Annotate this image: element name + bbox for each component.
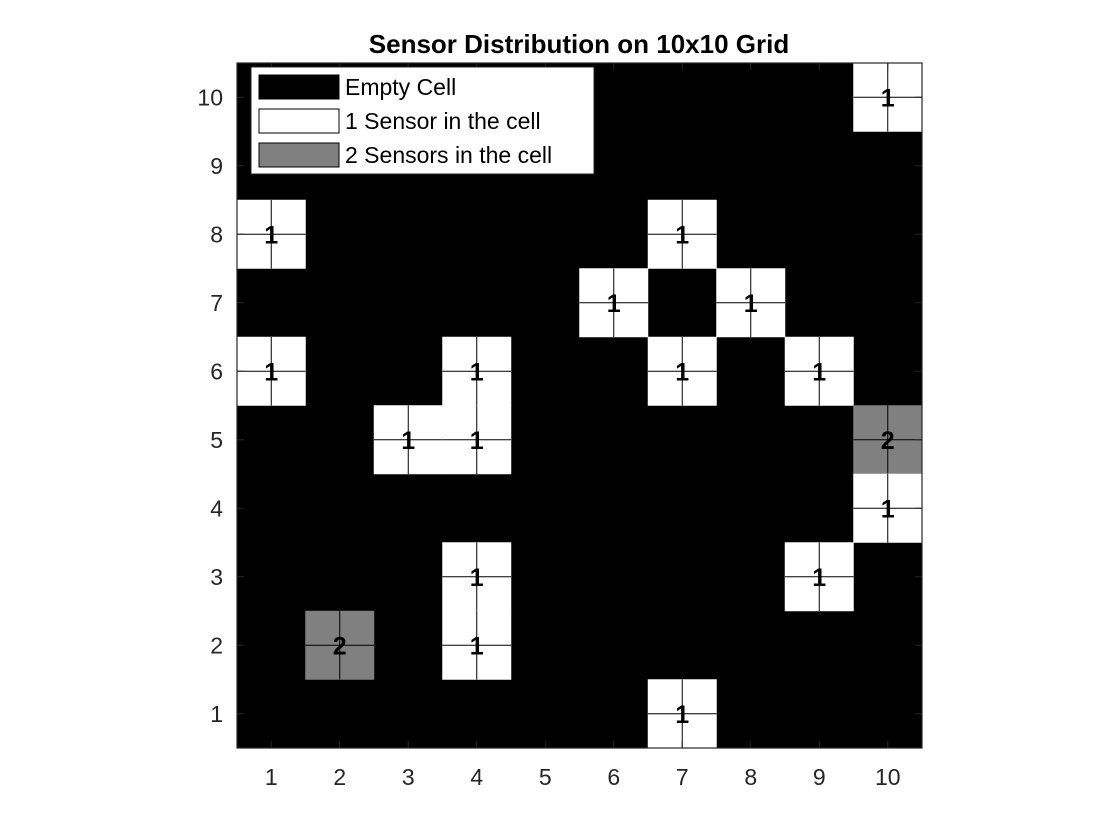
chart-title: Sensor Distribution on 10x10 Grid [369,29,789,59]
y-tick-label: 9 [210,153,223,179]
x-tick-label: 2 [333,764,346,790]
cell-value-label: 1 [264,221,278,249]
grid-cell-9-3 [784,542,854,612]
grid-cell-7-6 [647,336,717,406]
grid-cell-2-2 [305,610,375,680]
cell-value-label: 1 [470,632,484,660]
x-tick-label: 4 [470,764,483,790]
x-tick-label: 6 [607,764,620,790]
cell-value-label: 1 [401,427,415,455]
grid-cell-6-7 [579,268,649,338]
y-tick-label: 3 [210,564,223,590]
x-tick-label: 7 [676,764,689,790]
cell-value-label: 1 [470,564,484,592]
cell-value-label: 1 [264,358,278,386]
grid-cell-4-3 [442,542,512,612]
grid-cell-10-4 [853,473,923,543]
x-tick-label: 10 [875,764,901,790]
legend: Empty Cell 1 Sensor in the cell 2 Sensors … [250,66,595,175]
x-tick-label: 3 [402,764,415,790]
cell-value-label: 1 [607,290,621,318]
cell-value-label: 2 [333,632,347,660]
legend-label: 2 Sensors in the cell [345,142,552,168]
legend-swatch [258,74,340,100]
y-tick-label: 4 [210,495,223,521]
grid-cell-8-7 [716,268,786,338]
grid-cell-7-1 [647,679,717,749]
y-tick-label: 8 [210,221,223,247]
x-tick-label: 5 [539,764,552,790]
cell-value-label: 1 [470,427,484,455]
grid-cell-7-8 [647,199,717,269]
y-tick-label: 10 [197,84,223,110]
x-tick-label: 9 [813,764,826,790]
cell-value-label: 1 [470,358,484,386]
legend-label: Empty Cell [345,74,456,100]
legend-swatch [258,108,340,134]
cell-value-label: 1 [812,358,826,386]
legend-entry: 2 Sensors in the cell [258,142,552,168]
axis-ticks: 1 2 3 4 5 6 7 8 9 10 1 2 3 4 5 6 7 8 9 10 [197,63,922,790]
grid-cell-3-5 [373,405,443,475]
y-tick-label: 1 [210,701,223,727]
grid-cell-10-5 [853,405,923,475]
grid-cell-9-6 [784,336,854,406]
grid-cells [236,62,923,749]
y-tick-label: 6 [210,358,223,384]
grid-cell-10-10 [853,62,923,132]
grid-cell-4-2 [442,610,512,680]
x-tick-label: 1 [265,764,278,790]
cell-value-label: 1 [675,221,689,249]
grid-cell-4-5 [442,405,512,475]
legend-entry: 1 Sensor in the cell [258,108,541,134]
plot-border [236,62,923,749]
y-tick-label: 5 [210,427,223,453]
cell-value-label: 1 [675,358,689,386]
cell-labels: 1 1 1 1 1 1 1 1 1 1 1 2 1 1 1 2 1 1 [264,84,895,729]
legend-swatch [258,142,340,168]
legend-entry: Empty Cell [258,74,456,100]
grid-cell-4-6 [442,336,512,406]
x-tick-label: 8 [744,764,757,790]
cell-value-label: 1 [812,564,826,592]
cell-value-label: 1 [675,701,689,729]
y-tick-label: 2 [210,632,223,658]
cell-value-label: 1 [881,84,895,112]
y-tick-label: 7 [210,290,223,316]
legend-label: 1 Sensor in the cell [345,108,541,134]
cell-value-label: 2 [881,427,895,455]
cell-value-label: 1 [881,495,895,523]
cell-value-label: 1 [744,290,758,318]
